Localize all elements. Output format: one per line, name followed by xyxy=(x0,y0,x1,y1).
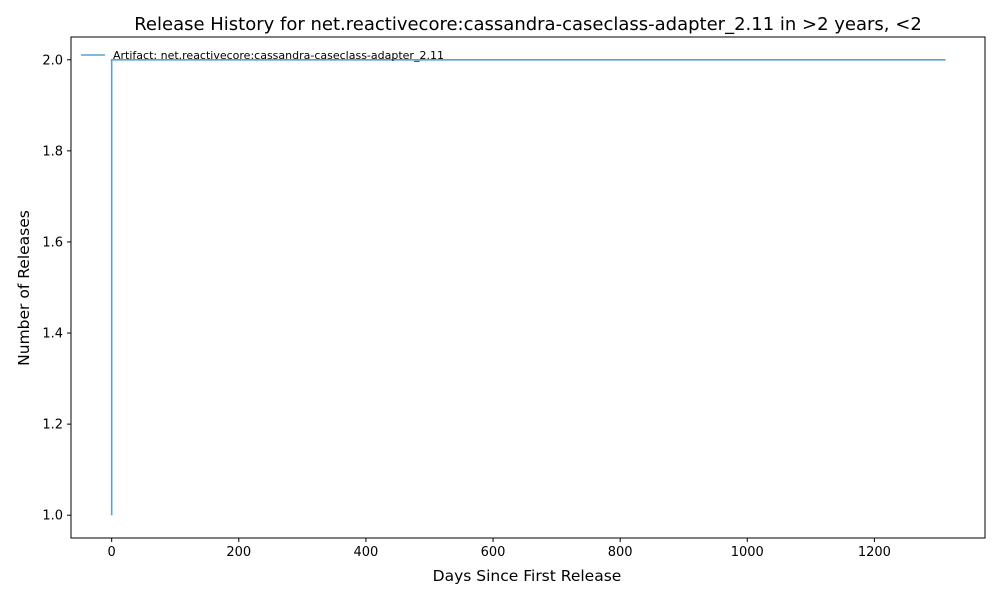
x-axis-title: Days Since First Release xyxy=(433,567,622,585)
x-tick-label: 200 xyxy=(226,545,251,560)
x-axis: 0 200 400 600 800 1000 1200 xyxy=(108,538,891,560)
x-tick-label: 600 xyxy=(481,545,506,560)
x-tick-label: 1000 xyxy=(731,545,764,560)
chart-title: Release History for net.reactivecore:cas… xyxy=(134,14,922,35)
y-axis-title: Number of Releases xyxy=(15,210,33,366)
legend: Artifact: net.reactivecore:cassandra-cas… xyxy=(81,49,444,62)
y-tick-label: 1.8 xyxy=(42,144,63,159)
y-tick-label: 1.4 xyxy=(42,327,63,342)
series-layer xyxy=(110,58,946,516)
y-tick-label: 2.0 xyxy=(42,53,63,68)
y-axis: 1.0 1.2 1.4 1.6 1.8 2.0 xyxy=(42,53,71,524)
plot-area-frame xyxy=(70,36,986,539)
legend-label: Artifact: net.reactivecore:cassandra-cas… xyxy=(113,49,444,62)
series-line xyxy=(110,58,946,516)
y-tick-label: 1.0 xyxy=(42,509,63,524)
x-tick-label: 400 xyxy=(354,545,379,560)
y-tick-label: 1.6 xyxy=(42,235,63,250)
y-tick-label: 1.2 xyxy=(42,418,63,433)
x-tick-label: 1200 xyxy=(858,545,891,560)
x-tick-label: 0 xyxy=(108,545,116,560)
x-tick-label: 800 xyxy=(608,545,633,560)
